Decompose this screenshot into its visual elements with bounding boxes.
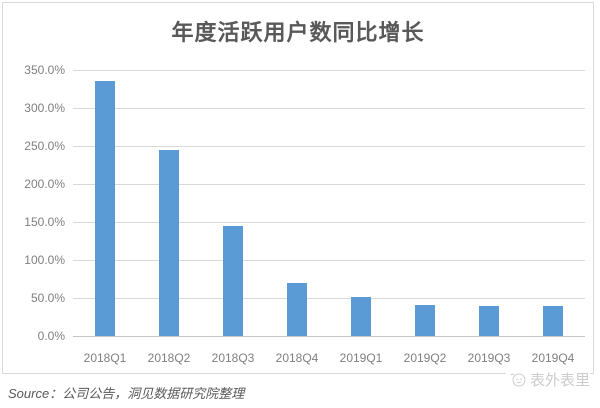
x-tick-label: 2019Q3	[467, 351, 511, 365]
chart-container: 年度活跃用户数同比增长 350.0% 300.0% 250.0% 200.0% 150.…	[2, 2, 594, 374]
gridline	[73, 298, 585, 299]
x-tick-label: 2018Q3	[211, 351, 255, 365]
bar-2018Q3	[223, 226, 243, 336]
x-axis: 2018Q1 2018Q2 2018Q3 2018Q4 2019Q1 2019Q2 2019…	[73, 351, 585, 367]
x-tick-label: 2019Q4	[531, 351, 575, 365]
gridline	[73, 222, 585, 223]
bar-2019Q3	[479, 306, 499, 336]
gridline	[73, 70, 585, 71]
gridline	[73, 260, 585, 261]
y-tick-label: 150.0%	[24, 215, 65, 229]
y-tick-label: 0.0%	[37, 329, 65, 343]
watermark: 表外表里	[505, 369, 590, 389]
y-axis: 350.0% 300.0% 250.0% 200.0% 150.0% 100.0% 50.0…	[3, 63, 65, 343]
source-note: Source：公司公告，洞见数据研究院整理	[8, 386, 245, 401]
y-tick-label: 200.0%	[24, 177, 65, 191]
gridline	[73, 184, 585, 185]
x-tick-label: 2018Q1	[83, 351, 127, 365]
gridline	[73, 108, 585, 109]
chart-title: 年度活跃用户数同比增长	[171, 20, 425, 45]
bar-2018Q4	[287, 283, 307, 336]
watermark-text: 表外表里	[529, 371, 590, 389]
bar-2019Q1	[351, 297, 371, 336]
watermark-logo-icon	[509, 370, 527, 388]
gridline	[73, 146, 585, 147]
x-tick-label: 2018Q4	[275, 351, 319, 365]
bar-2018Q1	[95, 81, 115, 336]
bar-2018Q2	[159, 150, 179, 336]
x-tick-label: 2019Q2	[403, 351, 447, 365]
y-tick-label: 300.0%	[24, 101, 65, 115]
x-tick-label: 2019Q1	[339, 351, 383, 365]
y-tick-label: 350.0%	[24, 63, 65, 77]
x-axis-line	[73, 336, 585, 337]
bar-2019Q2	[415, 305, 435, 336]
y-tick-label: 100.0%	[24, 253, 65, 267]
y-tick-label: 50.0%	[30, 291, 65, 305]
bar-2019Q4	[543, 306, 563, 336]
y-tick-label: 250.0%	[24, 139, 65, 153]
plot-area	[73, 70, 585, 337]
x-tick-label: 2018Q2	[147, 351, 191, 365]
